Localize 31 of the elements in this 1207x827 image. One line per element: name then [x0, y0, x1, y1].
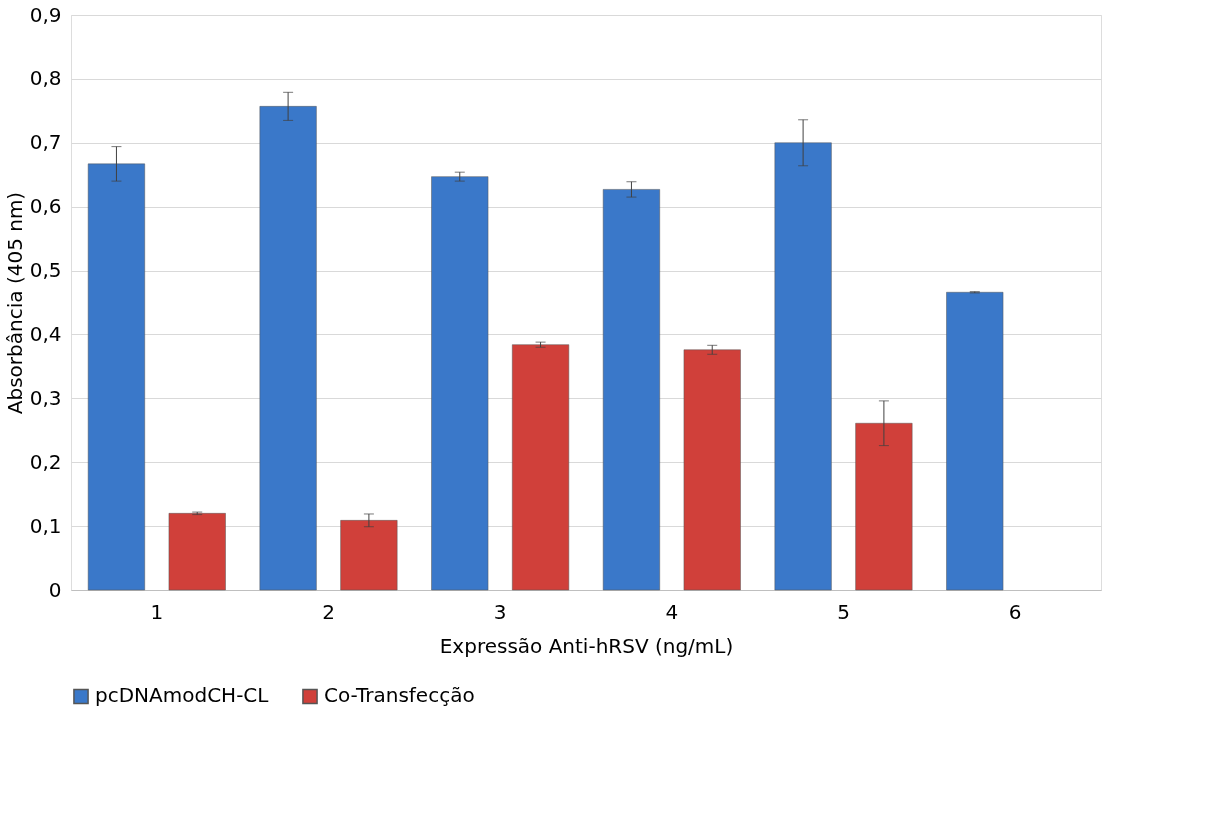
y-tick-label: 0,1 — [29, 513, 62, 538]
bar — [87, 163, 145, 591]
y-axis-title: Absorbância (405 nm) — [2, 191, 27, 415]
y-tick-label: 0,5 — [29, 258, 62, 283]
bar — [602, 189, 660, 591]
x-tick-label: 3 — [493, 599, 507, 624]
x-axis-title: Expressão Anti-hRSV (ng/mL) — [439, 633, 734, 658]
legend-label: Co-Transfecção — [324, 683, 475, 708]
x-tick-label: 2 — [322, 599, 335, 624]
bar — [168, 513, 226, 591]
bar — [340, 520, 398, 591]
x-tick-label: 6 — [1008, 599, 1022, 624]
y-tick-label: 0,8 — [29, 66, 62, 91]
bar — [431, 176, 489, 591]
y-tick-label: 0,9 — [29, 2, 62, 27]
y-tick-label: 0,6 — [29, 194, 62, 219]
bar — [946, 292, 1004, 591]
bar — [855, 423, 913, 591]
x-tick-label: 5 — [837, 599, 850, 624]
y-tick-label: 0,2 — [29, 449, 62, 474]
x-tick-label: 1 — [150, 599, 164, 624]
bar — [259, 106, 317, 591]
y-tick-label: 0,7 — [29, 130, 62, 155]
bar — [683, 349, 741, 591]
x-tick-label: 4 — [665, 599, 679, 624]
legend-label: pcDNAmodCH-CL — [95, 683, 270, 708]
bar — [512, 344, 570, 591]
y-tick-label: 0,4 — [29, 321, 62, 346]
y-tick-label: 0,3 — [29, 385, 62, 410]
y-tick-label: 0 — [48, 577, 62, 602]
bar — [774, 142, 832, 591]
